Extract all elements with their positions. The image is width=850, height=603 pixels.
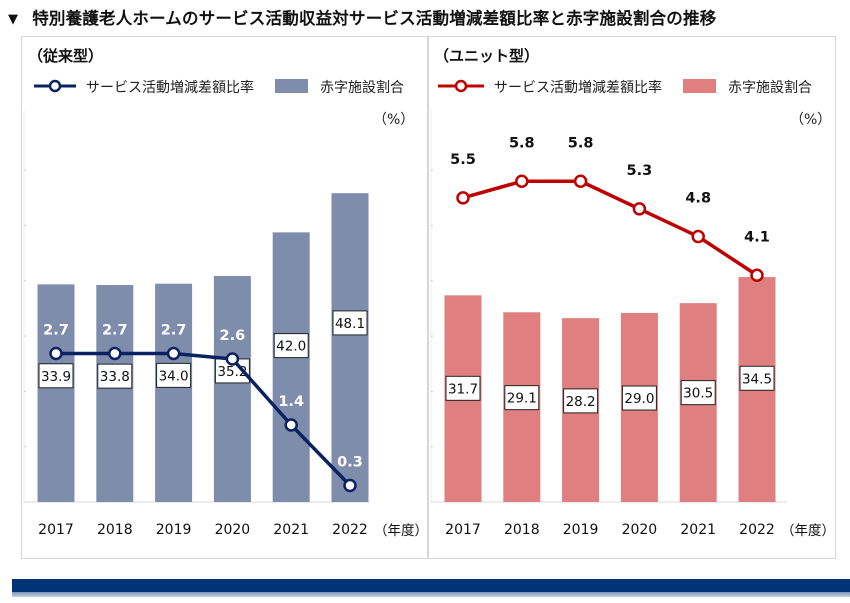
x-unit-label: （年度） [781, 523, 835, 539]
bar-data-label-box [445, 375, 481, 401]
line-point-2021 [691, 229, 705, 244]
line-data-label: 4.1 [744, 229, 770, 245]
left-legend-line-label: サービス活動増減差額比率 [86, 79, 254, 96]
footer-bar-shadow [12, 592, 850, 597]
line-point-2020 [632, 202, 647, 216]
line-data-label: 4.8 [685, 191, 711, 207]
x-tick-label: 2018 [504, 522, 540, 538]
left-plot-area: 33.9 33.8 34.0 35.242.048.12.7 2.7 2.7 2.61.40… [23, 110, 428, 539]
bar-data-label: 30.5 [683, 386, 713, 402]
x-tick-label: 2017 [445, 522, 481, 538]
line-point-2022 [750, 268, 764, 283]
bar-2021 [272, 232, 310, 503]
bar-data-label: 29.1 [507, 391, 537, 407]
line-data-label: 5.3 [627, 163, 653, 179]
x-tick-label: 2019 [156, 522, 192, 538]
bar-data-label-box [97, 363, 133, 389]
bar-data-label-box [156, 362, 192, 388]
line-point-2018 [515, 174, 529, 189]
x-tick-label: 2021 [680, 522, 716, 538]
bar-2019 [155, 283, 193, 502]
bar-data-label: 33.8 [100, 369, 130, 385]
bar-data-label: 28.2 [566, 394, 596, 410]
line-data-label: 2.7 [102, 323, 128, 339]
left-panel-title: （従来型） [28, 47, 103, 65]
line-point-2019 [573, 174, 588, 189]
bar-data-label: 31.7 [448, 381, 478, 397]
right-plot-area: 31.7 29.1 28.2 29.0 30.5 34.5 5.5 5.8 5.8 5.3 4.8 4… [430, 110, 835, 539]
right-panel-title: （ユニット型） [434, 47, 539, 65]
left-legend-bar-swatch [275, 79, 308, 93]
bar-data-label: 33.9 [41, 369, 71, 385]
bar-data-label: 42.0 [276, 339, 306, 355]
line-point-2020 [225, 352, 240, 366]
line-series-path [56, 351, 352, 487]
bar-data-label-box [273, 333, 309, 359]
x-tick-label: 2020 [622, 522, 658, 538]
bar-data-label-box [332, 310, 368, 336]
bar-data-label: 34.5 [742, 371, 772, 387]
bar-data-label-box [680, 380, 716, 406]
right-legend: サービス活動増減差額比率 赤字施設割合 [438, 79, 812, 96]
bar-data-label-box [621, 385, 657, 411]
line-point-2017 [49, 346, 63, 361]
line-data-label: 2.7 [43, 323, 69, 339]
line-point-2019 [166, 346, 181, 361]
bar-data-label: 48.1 [335, 316, 365, 332]
x-tick-label: 2020 [215, 522, 251, 538]
right-legend-marker [454, 79, 468, 93]
x-tick-label: 2019 [563, 522, 599, 538]
right-legend-bar-swatch [683, 79, 716, 93]
line-series-path [462, 179, 758, 277]
bar-data-label-box [739, 365, 775, 391]
line-point-2018 [108, 346, 122, 361]
line-point-2021 [284, 418, 298, 432]
bar-2017 [37, 284, 75, 502]
left-legend: サービス活動増減差額比率 赤字施設割合 [34, 79, 404, 96]
x-tick-label: 2022 [739, 522, 775, 538]
bar-data-label: 29.0 [624, 391, 654, 407]
page-title: ▼ 特別養護老人ホームのサービス活動収益対サービス活動増減差額比率と赤字施設割合の… [8, 5, 716, 29]
line-data-label: 2.7 [161, 323, 187, 339]
x-tick-label: 2017 [38, 522, 74, 538]
x-tick-label: 2022 [332, 522, 368, 538]
footer-bar [12, 579, 850, 592]
line-data-label: 5.5 [450, 152, 476, 168]
bar-data-label-box [38, 363, 74, 389]
left-legend-marker [48, 79, 62, 93]
x-unit-label: （年度） [374, 523, 428, 539]
bar-data-label-box [563, 388, 599, 414]
left-legend-bar-label: 赤字施設割合 [320, 79, 404, 96]
bar-2020 [213, 276, 251, 502]
right-legend-bar-label: 赤字施設割合 [728, 79, 812, 96]
line-data-label: 1.4 [278, 394, 304, 410]
left-unit-label: （%） [373, 112, 414, 128]
line-point-2022 [343, 478, 357, 493]
line-data-label: 2.6 [220, 328, 246, 344]
line-data-label: 5.8 [509, 135, 535, 151]
line-data-label: 0.3 [337, 455, 363, 471]
x-tick-label: 2018 [97, 522, 133, 538]
bar-data-label: 34.0 [159, 368, 189, 384]
bar-2018 [96, 285, 134, 502]
right-unit-label: （%） [790, 112, 831, 128]
line-data-label: 5.8 [568, 135, 594, 151]
page-title-text: 特別養護老人ホームのサービス活動収益対サービス活動増減差額比率と赤字施設割合の推… [32, 9, 717, 28]
bar-2022 [331, 193, 369, 502]
right-legend-line-label: サービス活動増減差額比率 [494, 79, 662, 96]
triangle-down-icon: ▼ [8, 12, 19, 27]
line-point-2017 [456, 191, 470, 205]
bar-data-label-box [504, 385, 540, 411]
x-tick-label: 2021 [273, 522, 309, 538]
